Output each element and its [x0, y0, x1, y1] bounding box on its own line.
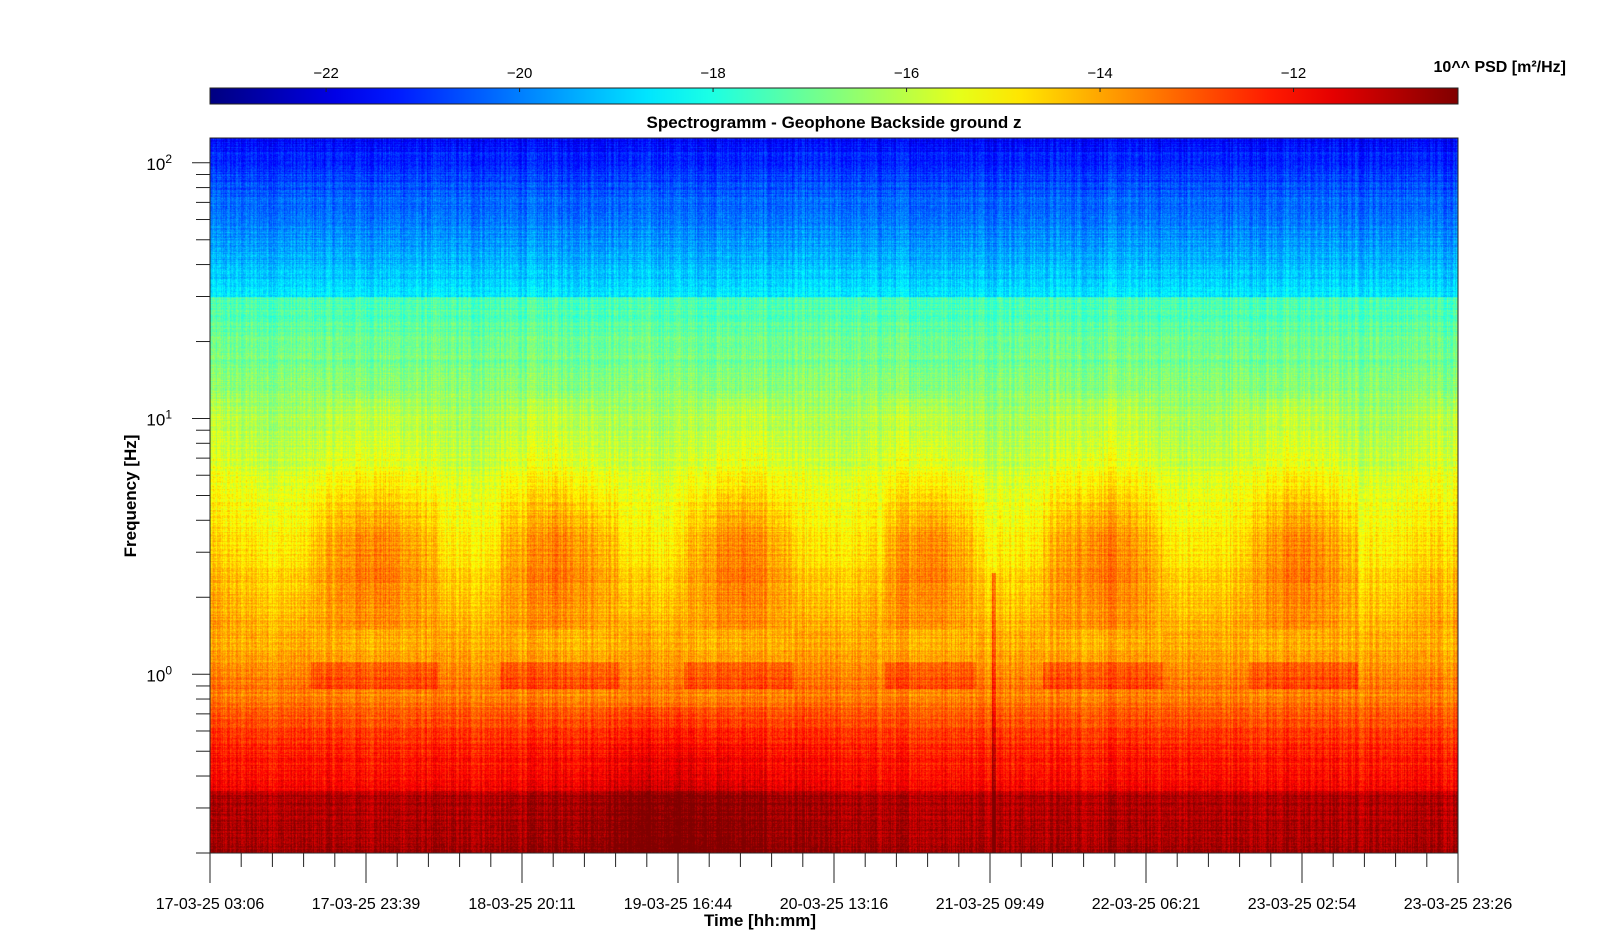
chart-title: Spectrogramm - Geophone Backside ground … — [646, 113, 1021, 132]
x-tick-label: 17-03-25 23:39 — [312, 896, 421, 913]
x-tick-label: 18-03-25 20:11 — [468, 896, 575, 913]
colorbar-tick-label: −20 — [507, 65, 532, 82]
x-axis-ticks: 17-03-25 03:06 17-03-25 23:39 18-03-25 20:… — [156, 853, 1513, 913]
colorbar-label: 10^^ PSD [m²/Hz] — [1434, 59, 1566, 76]
y-axis-label: Frequency [Hz] — [121, 435, 140, 558]
colorbar-strip — [209, 87, 1459, 105]
x-tick-label: 23-03-25 23:26 — [1404, 896, 1513, 913]
x-axis-label: Time [hh:mm] — [704, 911, 816, 930]
colorbar-tick-label: −14 — [1087, 65, 1112, 82]
x-tick-label: 23-03-25 02:54 — [1248, 896, 1357, 913]
colorbar: −22 −20 −18 −16 −14 −12 10^^ PSD [m²/Hz] — [209, 59, 1566, 105]
colorbar-tick-label: −12 — [1281, 65, 1306, 82]
y-axis-ticks: 100 101 102 — [146, 152, 210, 854]
y-tick-label: 102 — [146, 152, 172, 174]
x-tick-label: 21-03-25 09:49 — [936, 896, 1045, 913]
y-tick-label: 101 — [146, 408, 172, 430]
x-tick-label: 17-03-25 03:06 — [156, 896, 265, 913]
x-tick-label: 20-03-25 13:16 — [780, 896, 889, 913]
colorbar-tick-label: −16 — [894, 65, 919, 82]
x-tick-label: 19-03-25 16:44 — [624, 896, 733, 913]
colorbar-tick-label: −22 — [313, 65, 338, 82]
x-tick-label: 22-03-25 06:21 — [1092, 896, 1201, 913]
spectrogram-heatmap-container — [210, 138, 1458, 853]
colorbar-tick-label: −18 — [700, 65, 725, 82]
spectrogram-heatmap — [210, 138, 1458, 853]
colorbar-ticks: −22 −20 −18 −16 −14 −12 — [313, 65, 1306, 92]
y-tick-label: 100 — [146, 663, 172, 685]
plot-area — [209, 137, 1459, 854]
